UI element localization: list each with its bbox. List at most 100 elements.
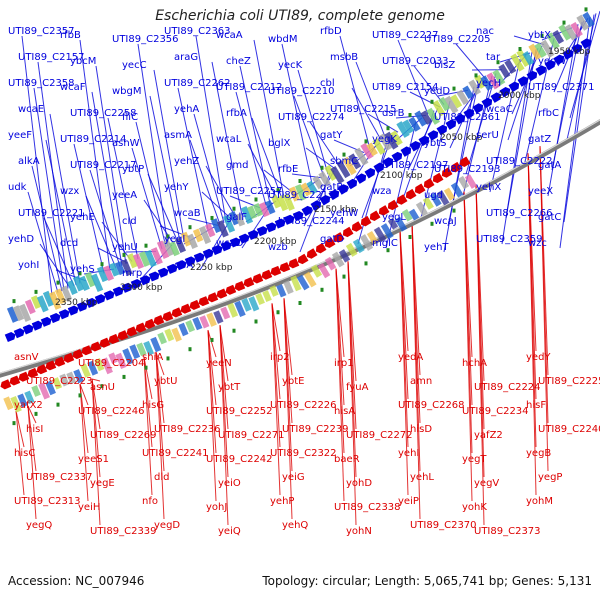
reverse-leader-line	[15, 410, 25, 448]
reverse-gene-label: yeiG	[282, 472, 305, 483]
forward-leader-line	[523, 38, 555, 167]
cog-band	[345, 242, 358, 257]
forward-leader-line	[31, 165, 63, 292]
forward-gene-label: wcaF	[60, 82, 86, 93]
reverse-gene-label: UTI89_C2239	[282, 424, 349, 435]
forward-gene-arrow	[58, 309, 70, 320]
cog-band	[456, 89, 469, 106]
reverse-leader-line	[335, 268, 345, 502]
reverse-leader-line	[283, 298, 293, 376]
forward-gene-label: ybtP	[122, 164, 144, 175]
tick-mark	[56, 402, 60, 407]
feature-tracks	[0, 7, 595, 426]
cog-band	[336, 160, 351, 179]
tick-mark	[342, 274, 346, 279]
reverse-leader-line	[207, 330, 217, 502]
tick-mark	[452, 208, 456, 213]
tick-mark	[210, 337, 214, 342]
reverse-gene-arrow	[270, 265, 282, 276]
cog-band	[174, 237, 187, 253]
reverse-gene-arrow	[288, 258, 300, 269]
tick-mark	[254, 197, 258, 202]
tick-mark	[188, 347, 192, 352]
tick-mark	[122, 374, 126, 379]
tick-mark	[34, 289, 38, 294]
forward-gene-arrow	[49, 313, 61, 324]
forward-leader-line	[303, 170, 335, 227]
reverse-gene-arrow	[459, 156, 471, 167]
cog-band	[352, 238, 365, 254]
forward-gene-label: yegL	[382, 212, 406, 223]
cog-band	[331, 251, 345, 268]
forward-gene-label: wzc	[528, 238, 547, 249]
cog-band	[415, 201, 428, 217]
cog-band	[342, 156, 357, 176]
forward-leader-line	[177, 87, 209, 230]
reverse-gene-label: yohN	[346, 526, 372, 537]
cog-band	[129, 344, 141, 360]
cog-band	[558, 24, 572, 41]
cog-band	[366, 230, 378, 244]
forward-gene-label: mglC	[372, 238, 398, 249]
cog-band	[310, 264, 323, 278]
cog-band	[168, 241, 180, 257]
forward-leader-line	[281, 43, 313, 184]
tick-mark	[78, 393, 82, 398]
forward-gene-arrow	[76, 301, 88, 312]
cog-band	[546, 32, 560, 50]
forward-gene-label: yehU	[112, 242, 138, 253]
forward-gene-label: yehZ	[174, 156, 199, 167]
forward-leader-line	[465, 73, 497, 175]
tick-mark	[12, 421, 16, 426]
tick-mark	[144, 365, 148, 370]
cog-band	[444, 95, 459, 114]
reverse-leader-line	[527, 153, 537, 496]
forward-gene-label: gmd	[226, 160, 248, 171]
reverse-leader-line	[347, 261, 357, 526]
forward-gene-label: UTI89_C2205	[424, 34, 491, 45]
page-title: Escherichia coli UTI89, complete genome	[155, 8, 445, 24]
forward-gene-label: yecK	[278, 60, 303, 71]
reverse-gene-label: UTI89_C2268	[398, 400, 465, 411]
cog-band	[462, 85, 474, 100]
forward-leader-line	[413, 65, 445, 105]
cog-band	[372, 138, 386, 155]
forward-gene-label: UTI89_C2262	[164, 78, 231, 89]
reverse-gene-label: yohM	[526, 496, 553, 507]
tick-mark	[408, 235, 412, 239]
forward-gene-label: yehY	[164, 182, 189, 193]
tick-mark	[232, 206, 236, 211]
cog-band	[402, 119, 415, 134]
reverse-leader-line	[27, 405, 37, 520]
cog-band	[143, 340, 155, 356]
forward-gene-label: bisZ	[434, 60, 455, 71]
reverse-gene-label: yedA	[398, 352, 423, 363]
tick-mark	[166, 356, 170, 361]
cog-band	[422, 196, 434, 210]
forward-leader-line	[397, 39, 429, 115]
forward-gene-label: rfbA	[226, 108, 247, 119]
cog-band	[436, 190, 450, 206]
cog-band	[59, 373, 70, 387]
tick-mark	[100, 262, 104, 267]
reverse-gene-label: UTI89_C2246	[78, 406, 145, 417]
reverse-gene-arrow	[126, 326, 138, 337]
cog-band	[396, 121, 410, 138]
cog-band	[387, 217, 399, 230]
reverse-leader-line	[91, 378, 101, 382]
forward-gene-label: yegW	[538, 56, 566, 67]
forward-gene-label: UTI89_C2217	[70, 160, 137, 171]
cog-band	[564, 24, 578, 41]
cog-band	[510, 53, 525, 72]
cog-band	[150, 336, 162, 353]
forward-gene-label: UTI89_C2033	[382, 56, 449, 67]
forward-gene-arrow	[130, 279, 142, 290]
forward-leader-line	[27, 191, 59, 293]
tick-mark	[276, 188, 280, 193]
reverse-gene-label: hisC	[14, 448, 35, 459]
reverse-gene-label: hisF	[526, 400, 546, 411]
reverse-gene-label: yegQ	[26, 520, 52, 531]
tick-mark	[100, 384, 104, 389]
scale-label: 2150 kbp	[314, 205, 357, 215]
reverse-gene-label: UTI89_C2337	[26, 472, 93, 483]
